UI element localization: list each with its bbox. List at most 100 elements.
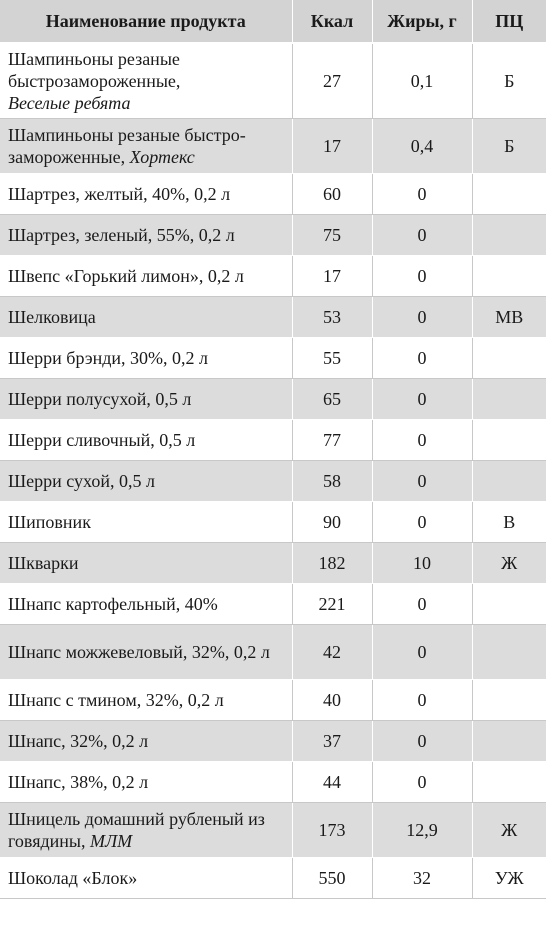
pc-cell: Б [472,43,546,119]
table-row: Шкварки 182 10 Ж [0,542,546,584]
product-name-cell: Шнапс, 32%, 0,2 л [0,720,293,762]
fat-cell: 0,1 [372,43,473,119]
table-row: Шницель домашний рубленый из говядины, М… [0,802,546,858]
table-row: Шоколад «Блок» 550 32 УЖ [0,857,546,899]
kcal-cell: 550 [292,857,373,899]
product-name-cell: Шкварки [0,542,293,584]
product-name-cell: Шерри сухой, 0,5 л [0,460,293,502]
pc-cell [472,720,546,762]
fat-cell: 0 [372,173,473,215]
fat-cell: 0 [372,761,473,803]
pc-cell [472,173,546,215]
kcal-cell: 58 [292,460,373,502]
pc-cell: Б [472,118,546,174]
fat-cell: 0 [372,296,473,338]
product-name-cell: Шартрез, зеленый, 55%, 0,2 л [0,214,293,256]
kcal-cell: 173 [292,802,373,858]
product-name-cell: Шоколад «Блок» [0,857,293,899]
pc-cell: МВ [472,296,546,338]
product-name-cell: Шнапс можжевеловый, 32%, 0,2 л [0,624,293,680]
pc-cell: Ж [472,542,546,584]
fat-cell: 0,4 [372,118,473,174]
table-row: Швепс «Горький лимон», 0,2 л 17 0 [0,255,546,297]
pc-cell [472,624,546,680]
fat-cell: 0 [372,419,473,461]
pc-cell [472,460,546,502]
nutrition-table: Наименование продукта Ккал Жиры, г ПЦ Ша… [0,0,546,899]
pc-cell [472,679,546,721]
product-name-cell: Шерри сливочный, 0,5 л [0,419,293,461]
product-name-cell: Шерри полусухой, 0,5 л [0,378,293,420]
product-brand: МЛМ [90,831,133,851]
fat-cell: 0 [372,378,473,420]
kcal-cell: 90 [292,501,373,543]
table-row: Шнапс, 38%, 0,2 л 44 0 [0,761,546,803]
table-row: Шерри сухой, 0,5 л 58 0 [0,460,546,502]
kcal-cell: 65 [292,378,373,420]
table-row: Шампиньоны резаные быстрозамороженные, Ве… [0,43,546,119]
header-kcal: Ккал [292,0,373,44]
kcal-cell: 221 [292,583,373,625]
product-name-cell: Шницель домашний рубленый из говядины, М… [0,802,293,858]
header-product-name: Наименование продукта [0,0,293,44]
table-row: Шартрез, желтый, 40%, 0,2 л 60 0 [0,173,546,215]
table-row: Шнапс картофельный, 40% 221 0 [0,583,546,625]
product-brand: Веселые ребята [8,93,131,113]
table-row: Шампиньоны резаные быстро-замороженные, … [0,118,546,174]
kcal-cell: 60 [292,173,373,215]
kcal-cell: 44 [292,761,373,803]
kcal-cell: 75 [292,214,373,256]
table-row: Шелковица 53 0 МВ [0,296,546,338]
fat-cell: 0 [372,337,473,379]
fat-cell: 10 [372,542,473,584]
table-row: Шерри сливочный, 0,5 л 77 0 [0,419,546,461]
kcal-cell: 182 [292,542,373,584]
fat-cell: 0 [372,624,473,680]
pc-cell [472,761,546,803]
product-name-cell: Шерри брэнди, 30%, 0,2 л [0,337,293,379]
pc-cell [472,337,546,379]
product-name-cell: Шнапс картофельный, 40% [0,583,293,625]
fat-cell: 32 [372,857,473,899]
fat-cell: 0 [372,214,473,256]
pc-cell [472,214,546,256]
product-name-cell: Шартрез, желтый, 40%, 0,2 л [0,173,293,215]
product-brand: Хортекс [129,147,195,167]
table-row: Шнапс с тмином, 32%, 0,2 л 40 0 [0,679,546,721]
fat-cell: 12,9 [372,802,473,858]
product-name-cell: Шиповник [0,501,293,543]
pc-cell: УЖ [472,857,546,899]
product-name: Шампиньоны резаные быстро-замороженные, [8,125,246,167]
product-name: Шницель домашний рубленый из говядины, [8,809,265,851]
product-name-cell: Шампиньоны резаные быстрозамороженные, Ве… [0,43,293,119]
pc-cell [472,419,546,461]
fat-cell: 0 [372,679,473,721]
product-name-cell: Шампиньоны резаные быстро-замороженные, … [0,118,293,174]
table-row: Шерри брэнди, 30%, 0,2 л 55 0 [0,337,546,379]
table-row: Шнапс можжевеловый, 32%, 0,2 л 42 0 [0,624,546,680]
kcal-cell: 55 [292,337,373,379]
kcal-cell: 40 [292,679,373,721]
kcal-cell: 17 [292,255,373,297]
pc-cell [472,255,546,297]
product-name: Шампиньоны резаные быстрозамороженные, [8,49,181,91]
kcal-cell: 37 [292,720,373,762]
table-row: Шартрез, зеленый, 55%, 0,2 л 75 0 [0,214,546,256]
pc-cell [472,378,546,420]
pc-cell: В [472,501,546,543]
table-header-row: Наименование продукта Ккал Жиры, г ПЦ [0,0,546,44]
kcal-cell: 42 [292,624,373,680]
fat-cell: 0 [372,501,473,543]
fat-cell: 0 [372,460,473,502]
pc-cell: Ж [472,802,546,858]
kcal-cell: 27 [292,43,373,119]
pc-cell [472,583,546,625]
product-name-cell: Шнапс с тмином, 32%, 0,2 л [0,679,293,721]
kcal-cell: 17 [292,118,373,174]
table-row: Шерри полусухой, 0,5 л 65 0 [0,378,546,420]
fat-cell: 0 [372,583,473,625]
product-name-cell: Шнапс, 38%, 0,2 л [0,761,293,803]
kcal-cell: 77 [292,419,373,461]
header-fat: Жиры, г [372,0,473,44]
table-row: Шнапс, 32%, 0,2 л 37 0 [0,720,546,762]
